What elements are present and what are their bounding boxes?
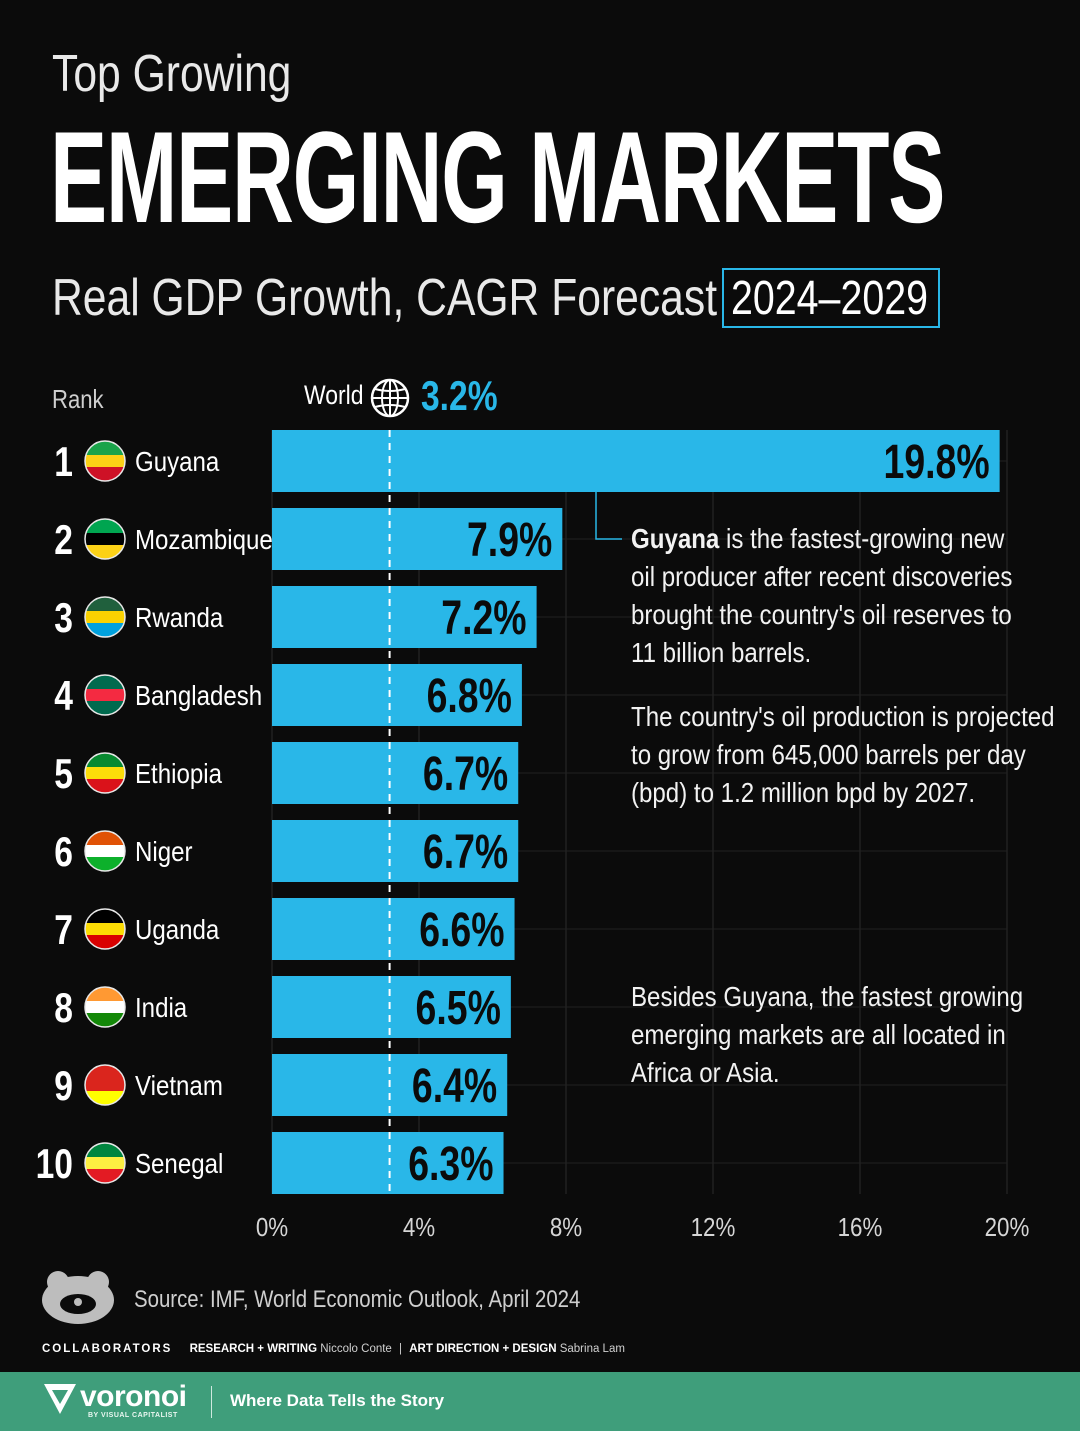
collaborators-label: COLLABORATORS [42, 1343, 173, 1355]
x-tick-label: 0% [256, 1213, 288, 1242]
rank-header: Rank [52, 384, 104, 414]
design-label: ART DIRECTION + DESIGN [409, 1343, 557, 1355]
country-label: Bangladesh [135, 679, 262, 711]
annotation-guyana-line4: 11 billion barrels. [631, 637, 812, 668]
period: 2024–2029 [731, 272, 929, 325]
annotation-regions-line3: Africa or Asia. [631, 1057, 780, 1088]
country-label: Guyana [135, 445, 220, 477]
guyana-flag-icon [84, 440, 126, 482]
annotation-regions-line1: Besides Guyana, the fastest growing [631, 981, 1024, 1012]
rank-number: 5 [54, 752, 73, 798]
bar-india [272, 976, 511, 1038]
vietnam-flag-icon [84, 1064, 126, 1106]
country-label: Vietnam [135, 1069, 223, 1101]
country-label: Rwanda [135, 601, 224, 633]
bar-chart: 1 Guyana 2 Mozambique 3 Rwanda 4 Bangladesh 5 Eth… [36, 430, 1030, 1242]
senegal-flag-icon [84, 1142, 126, 1184]
source: Source: IMF, World Economic Outlook, Apr… [134, 1286, 581, 1313]
rank-number: 4 [54, 674, 73, 720]
globe-icon [370, 378, 410, 418]
bar-rwanda [272, 586, 537, 648]
country-label: Senegal [135, 1147, 223, 1179]
country-label: Mozambique [135, 523, 273, 555]
annotation-connector [595, 492, 622, 540]
annotation-production-line2: to grow from 645,000 barrels per day [631, 739, 1026, 770]
tagline: Where Data Tells the Story [230, 1391, 445, 1410]
rank-number: 3 [54, 596, 73, 642]
rank-number: 1 [54, 440, 73, 486]
india-flag-icon [84, 986, 126, 1028]
country-label: Uganda [135, 913, 220, 945]
research-label: RESEARCH + WRITING [189, 1343, 318, 1355]
brand-subtitle: BY VISUAL CAPITALIST [88, 1412, 178, 1419]
footer-bar [0, 1372, 1080, 1431]
uganda-flag-icon [84, 908, 126, 950]
research-name: Niccolo Conte [320, 1343, 392, 1355]
page-title: EMERGING MARKETS [50, 104, 945, 250]
bar-senegal [272, 1132, 504, 1194]
bar-niger [272, 820, 519, 882]
value-label: 6.8% [427, 670, 512, 724]
annotation-guyana-line3: brought the country's oil reserves to [631, 599, 1012, 630]
annotation-production-line3: (bpd) to 1.2 million bpd by 2027. [631, 777, 976, 808]
rank-number: 2 [54, 518, 73, 564]
rank-number: 6 [54, 830, 73, 876]
value-label: 6.5% [416, 982, 501, 1036]
x-tick-label: 8% [550, 1213, 582, 1242]
period-box [722, 268, 940, 328]
kicker: Top Growing [52, 45, 292, 103]
bar-ethiopia [272, 742, 519, 804]
world-value: 3.2% [421, 372, 498, 419]
value-label: 6.4% [412, 1060, 497, 1114]
brand-name: voronoi [80, 1380, 187, 1413]
annotation-guyana-bold: Guyana [631, 523, 720, 554]
x-tick-label: 12% [691, 1213, 736, 1242]
annotation-regions-line2: emerging markets are all located in [631, 1019, 1006, 1050]
country-label: Niger [135, 835, 193, 867]
value-label: 7.2% [441, 592, 526, 646]
annotation-guyana-line1: Guyana is the fastest-growing new [631, 520, 1004, 558]
annotation-guyana-line2: oil producer after recent discoveries [631, 561, 1013, 592]
footer-divider [211, 1386, 212, 1418]
rank-number: 10 [36, 1142, 73, 1188]
annotation-production-line1: The country's oil production is projecte… [631, 701, 1055, 732]
bar-guyana [272, 430, 1000, 492]
bar-uganda [272, 898, 515, 960]
bar-bangladesh [272, 664, 522, 726]
rank-number: 9 [54, 1064, 73, 1110]
x-tick-label: 4% [403, 1213, 435, 1242]
world-label: World [304, 380, 364, 410]
bangladesh-flag-icon [84, 674, 126, 716]
country-label: Ethiopia [135, 757, 222, 789]
x-tick-label: 16% [838, 1213, 883, 1242]
rank-number: 7 [54, 908, 73, 954]
bar-mozambique [272, 508, 563, 570]
value-label: 6.3% [408, 1138, 493, 1192]
value-label: 19.8% [884, 436, 990, 490]
value-label: 6.7% [423, 748, 508, 802]
mozambique-flag-icon [84, 518, 126, 560]
credits-separator: | [399, 1343, 403, 1355]
collaborators-logo-icon [42, 1271, 114, 1324]
rank-number: 8 [54, 986, 73, 1032]
annotation-text: is the fastest-growing new [719, 523, 1005, 554]
value-label: 7.9% [467, 514, 552, 568]
x-tick-label: 20% [985, 1213, 1030, 1242]
credits: COLLABORATORS RESEARCH + WRITING Niccolo… [42, 1343, 625, 1355]
subtitle: Real GDP Growth, CAGR Forecast [52, 269, 718, 327]
rwanda-flag-icon [84, 596, 126, 638]
niger-flag-icon [84, 830, 126, 872]
value-label: 6.7% [423, 826, 508, 880]
country-label: India [135, 991, 188, 1023]
ethiopia-flag-icon [84, 752, 126, 794]
value-label: 6.6% [419, 904, 504, 958]
voronoi-logo-icon [44, 1384, 76, 1414]
design-name: Sabrina Lam [559, 1343, 625, 1355]
